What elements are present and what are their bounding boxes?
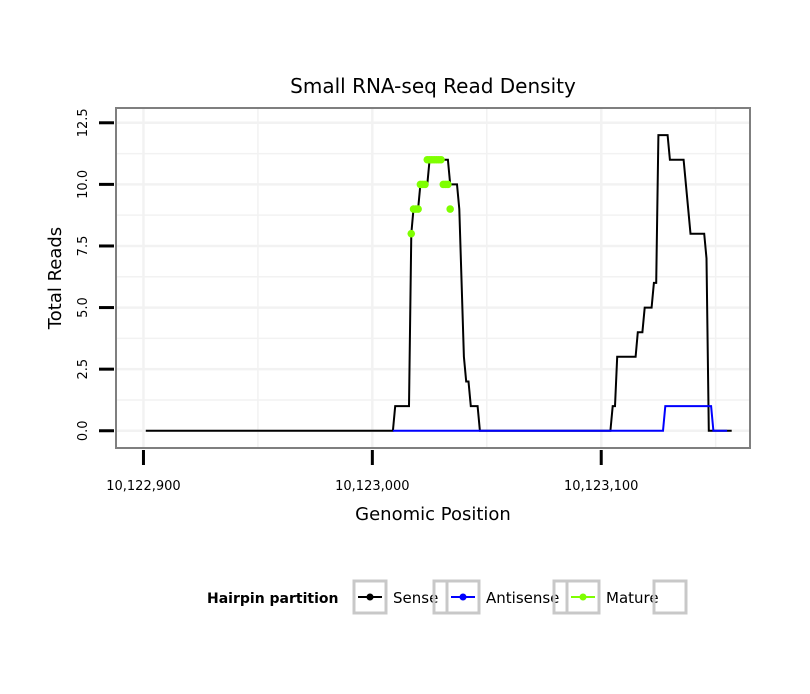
- legend-item-antisense: Antisense: [445, 579, 588, 615]
- y-tick-label: 7.5: [76, 236, 91, 257]
- series-point-mature: [437, 155, 445, 164]
- y-tick-label: 2.5: [76, 359, 91, 380]
- legend-key-frame: [652, 579, 688, 615]
- series-point-mature: [446, 205, 454, 213]
- series-layer: [145, 134, 732, 432]
- axes: 10,122,900 10,123,000 10,123,100 0.0 2.5 5.0 7…: [76, 108, 638, 494]
- plot-border: [115, 107, 751, 449]
- y-axis-label: Total Reads: [45, 227, 66, 330]
- series-point-mature: [444, 180, 452, 189]
- x-axis-label: Genomic Position: [355, 504, 511, 525]
- legend-key-point: [366, 593, 374, 601]
- legend-label: Sense: [393, 589, 438, 607]
- x-tick-label: 10,123,100: [564, 479, 638, 494]
- y-tick-label: 5.0: [76, 297, 91, 318]
- x-tick-label: 10,123,000: [335, 479, 409, 494]
- legend-items: Sense Antisense Mature: [352, 579, 688, 615]
- series-point-mature: [407, 229, 416, 238]
- plot-panel: [116, 108, 750, 448]
- series-point-mature: [421, 180, 429, 189]
- series-point-mature: [414, 205, 422, 213]
- legend: Hairpin partition Sense Antisense Mature: [207, 579, 688, 615]
- chart-title: Small RNA-seq Read Density: [290, 74, 576, 98]
- legend-label: Antisense: [486, 589, 559, 607]
- legend-title: Hairpin partition: [207, 591, 338, 607]
- legend-label: Mature: [606, 589, 659, 607]
- x-tick-label: 10,122,900: [106, 479, 180, 494]
- legend-key-point: [579, 593, 587, 601]
- legend-item-sense: Sense: [352, 579, 468, 615]
- y-tick-label: 0.0: [76, 420, 91, 441]
- legend-item-mature: Mature: [565, 579, 688, 615]
- legend-key-point: [459, 593, 467, 601]
- series-line-antisense: [392, 405, 728, 432]
- y-tick-label: 10.0: [76, 170, 91, 199]
- y-tick-label: 12.5: [76, 108, 91, 137]
